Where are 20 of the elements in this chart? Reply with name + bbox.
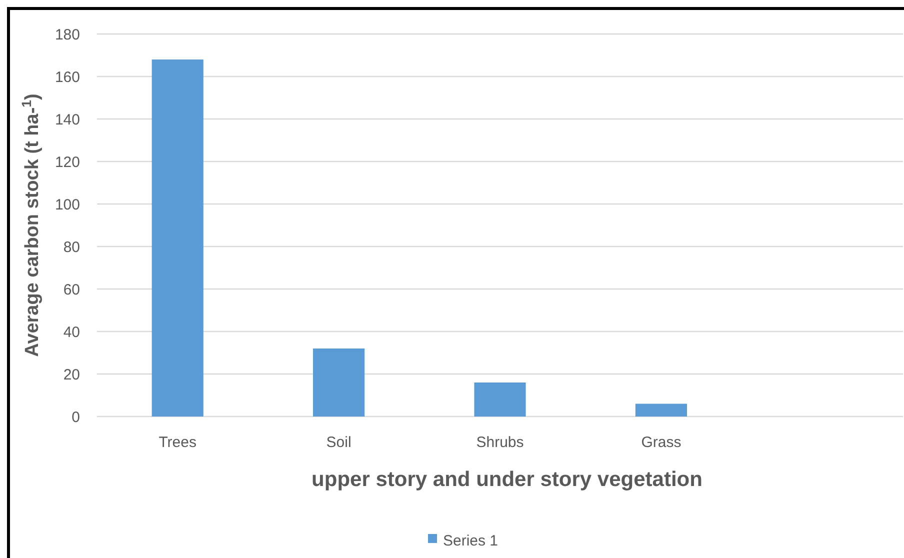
y-tick-label: 160 — [54, 68, 80, 86]
y-tick-label: 180 — [54, 26, 80, 44]
bar — [635, 404, 687, 416]
y-tick-label: 20 — [63, 366, 80, 384]
x-tick-label: Trees — [158, 434, 196, 451]
x-tick-label: Soil — [326, 434, 352, 451]
bar — [313, 348, 365, 416]
y-tick-label: 100 — [54, 196, 80, 214]
y-tick-label: 60 — [63, 281, 80, 298]
x-axis-title: upper story and under story vegetation — [312, 468, 702, 491]
bar — [474, 382, 526, 416]
y-tick-label: 80 — [63, 238, 80, 256]
y-tick-label: 0 — [72, 408, 80, 426]
y-tick-label: 120 — [54, 154, 80, 171]
legend-label: Series 1 — [443, 532, 498, 550]
x-tick-label: Grass — [641, 434, 682, 451]
bar — [152, 60, 204, 416]
y-tick-label: 40 — [63, 324, 80, 341]
y-tick-label: 140 — [54, 111, 80, 128]
x-tick-label: Shrubs — [476, 434, 524, 451]
